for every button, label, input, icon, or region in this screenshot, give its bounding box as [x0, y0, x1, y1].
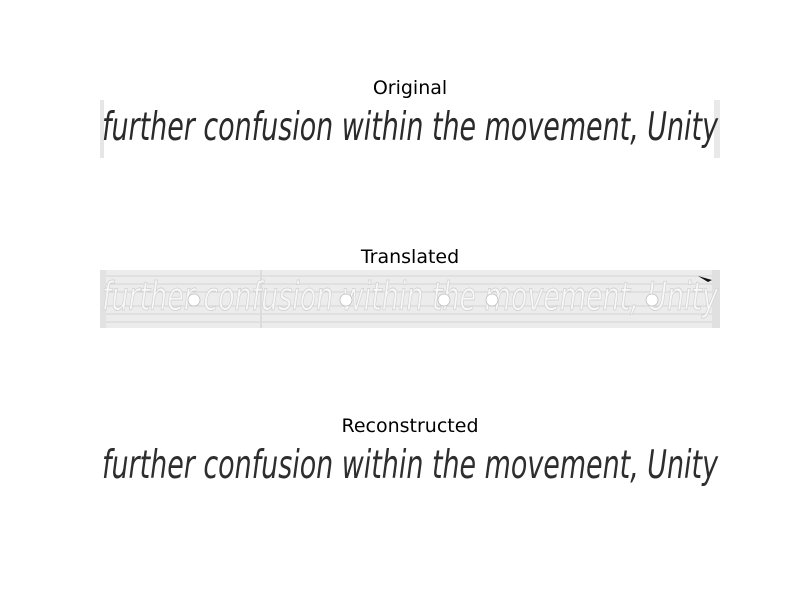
handwriting-text: further confusion within the movement, U… [102, 443, 719, 488]
image-original: further confusion within the movement, U… [100, 100, 720, 158]
panel-title-original: Original [372, 77, 448, 99]
panel-title-translated: Translated [360, 246, 460, 268]
image-translated: further confusion within the movement, U… [100, 270, 720, 328]
handwriting-text: further confusion within the movement, U… [102, 275, 719, 320]
handwriting-text: further confusion within the movement, U… [102, 105, 719, 150]
image-reconstructed: further confusion within the movement, U… [100, 438, 720, 496]
panel-title-reconstructed: Reconstructed [341, 415, 479, 437]
